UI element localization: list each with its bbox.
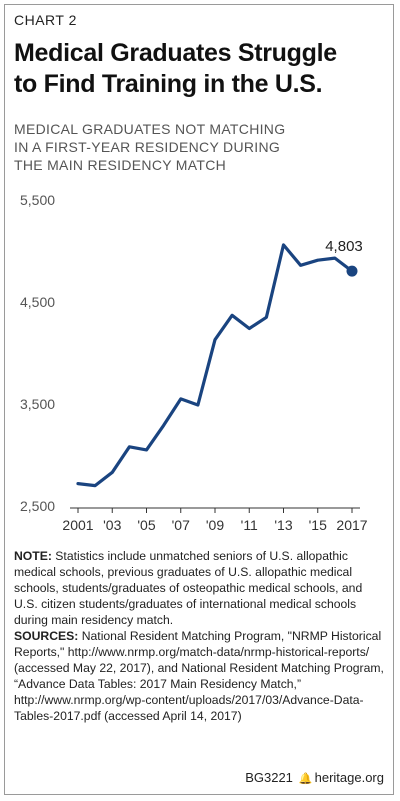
last-point-label: 4,803 [325, 238, 363, 255]
x-tick-label: 2017 [336, 517, 367, 533]
subtitle-line-2: IN A FIRST-YEAR RESIDENCY DURING [14, 139, 281, 155]
y-axis: 2,500 3,500 4,500 5,500 [20, 192, 55, 514]
y-tick-label: 5,500 [20, 192, 55, 208]
chart-title: Medical Graduates Struggle to Find Train… [14, 38, 384, 100]
title-line-2: to Find Training in the U.S. [14, 70, 323, 98]
x-tick-label: '09 [206, 517, 224, 533]
x-tick-label: '15 [309, 517, 327, 533]
notes-section: NOTE: Statistics include unmatched senio… [14, 548, 386, 724]
note-text: Statistics include unmatched seniors of … [14, 549, 363, 627]
x-tick-label: '05 [137, 517, 155, 533]
line-chart: 2,500 3,500 4,500 5,500 2001 '03 '05 '07 '09 '11… [20, 192, 368, 533]
y-tick-label: 2,500 [20, 498, 55, 514]
last-data-point [346, 265, 358, 277]
y-tick-label: 3,500 [20, 396, 55, 412]
chart-number-label: CHART 2 [14, 12, 77, 28]
x-tick-label: '13 [274, 517, 292, 533]
sources-text: National Resident Matching Program, "NRM… [14, 629, 384, 723]
chart-subtitle: MEDICAL GRADUATES NOT MATCHING IN A FIRS… [14, 120, 344, 174]
x-tick-label: '07 [172, 517, 190, 533]
x-tick-label: 2001 [62, 517, 93, 533]
liberty-bell-icon: 🔔 [298, 773, 313, 785]
sources-label: SOURCES: [14, 629, 79, 643]
chart-frame [4, 4, 394, 795]
report-code: BG3221 [245, 770, 293, 785]
x-axis: 2001 '03 '05 '07 '09 '11 '13 '15 2017 [62, 508, 368, 533]
series-line [76, 243, 354, 488]
x-tick-label: '11 [241, 517, 258, 533]
subtitle-line-3: THE MAIN RESIDENCY MATCH [14, 157, 227, 173]
x-tick-label: '03 [103, 517, 121, 533]
site-name: heritage.org [314, 770, 384, 785]
footer: BG3221 🔔 heritage.org [245, 770, 384, 785]
note-paragraph: NOTE: Statistics include unmatched senio… [14, 548, 386, 628]
title-line-1: Medical Graduates Struggle [14, 39, 337, 67]
sources-paragraph: SOURCES: National Resident Matching Prog… [14, 628, 386, 724]
note-label: NOTE: [14, 549, 52, 563]
subtitle-line-1: MEDICAL GRADUATES NOT MATCHING [14, 121, 286, 137]
y-tick-label: 4,500 [20, 294, 55, 310]
